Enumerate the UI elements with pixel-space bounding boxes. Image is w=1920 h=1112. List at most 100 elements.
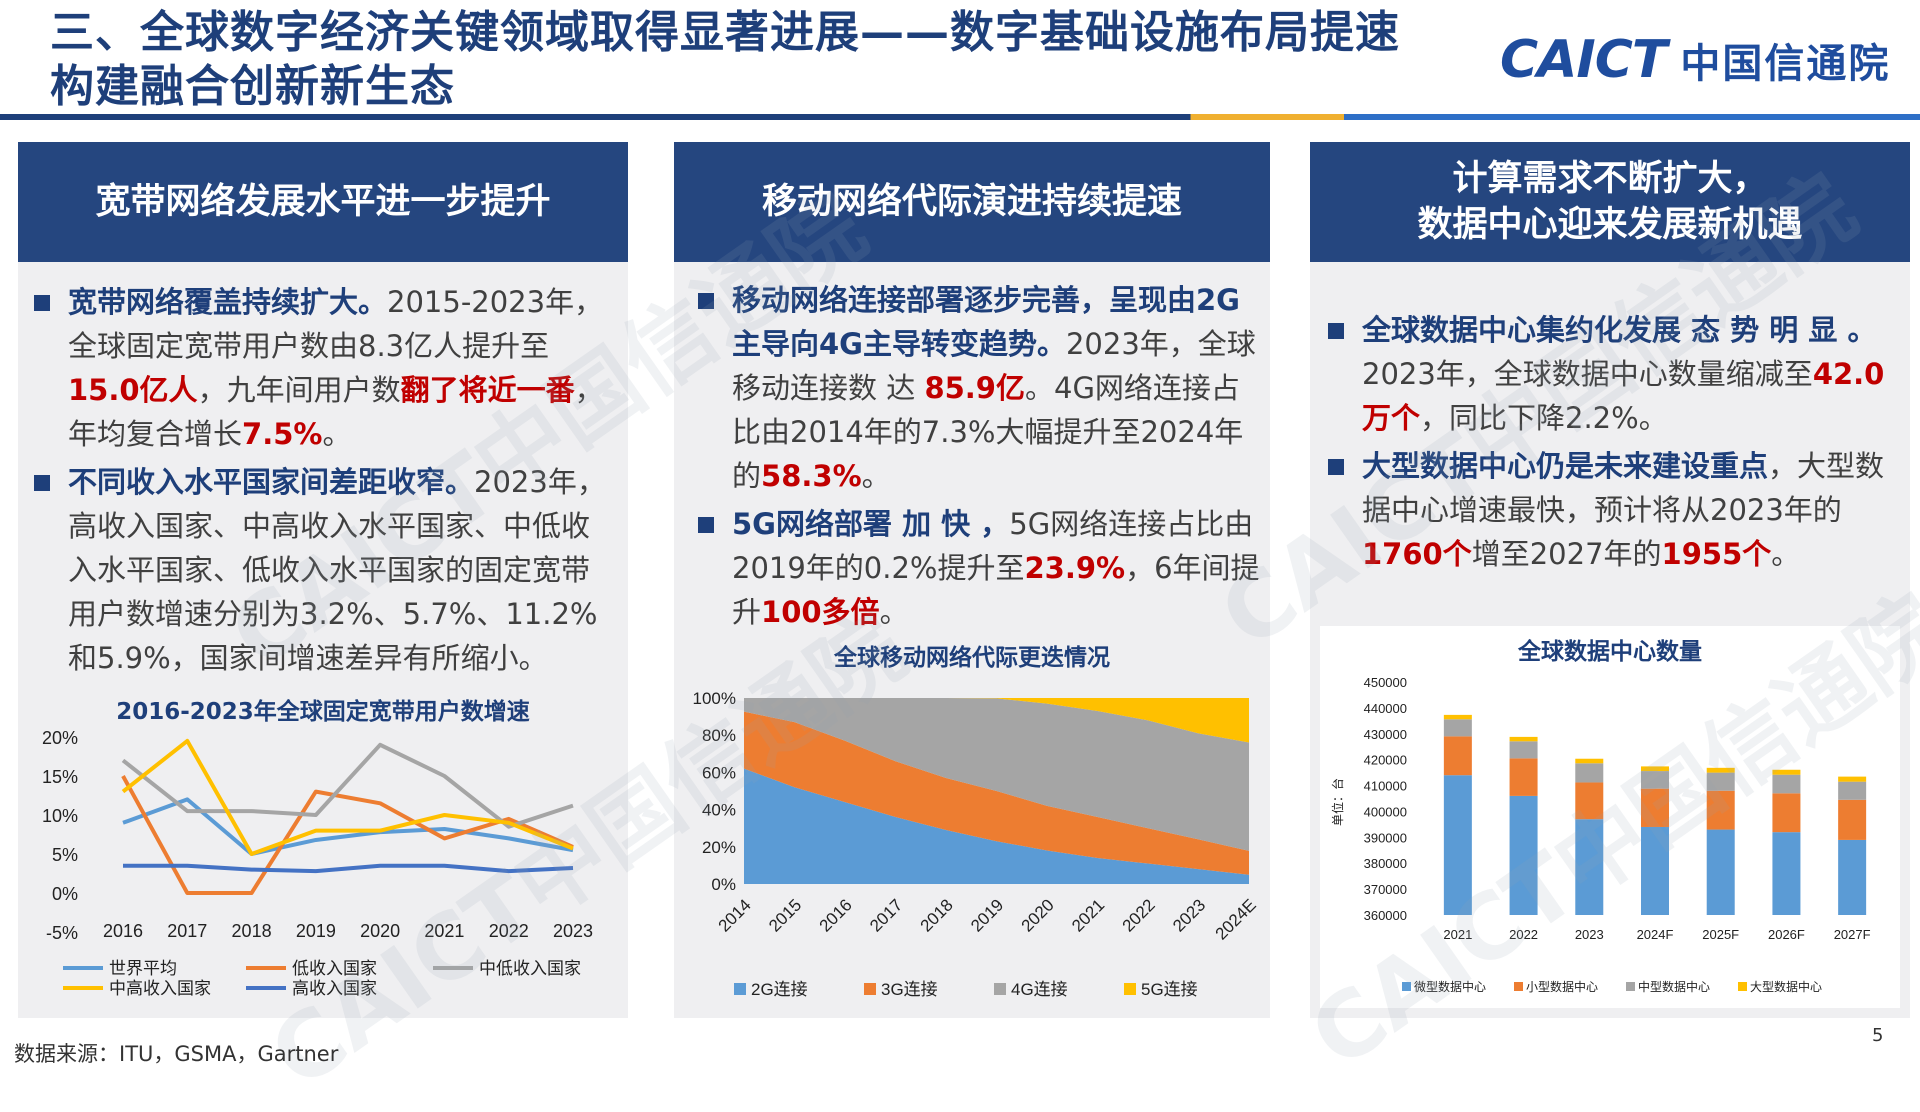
text-run: ，同比下降2.2%。	[1420, 401, 1668, 435]
page-title-line1: 三、全球数字经济关键领域取得显著进展——数字基础设施布局提速	[50, 7, 1400, 58]
bar-segment	[1641, 826, 1669, 915]
text-run: 。	[861, 459, 891, 493]
highlight-value: 1760个	[1362, 537, 1472, 571]
logo-en: CAICT	[1500, 30, 1667, 90]
legend-swatch	[864, 983, 876, 995]
area-series	[744, 698, 1249, 851]
legend-label: 5G连接	[1141, 980, 1198, 999]
bar-segment	[1509, 795, 1538, 915]
x-tick-label: 2016	[816, 895, 856, 935]
bar-segment	[1838, 776, 1867, 782]
panel-broadband-heading: 宽带网络发展水平进一步提升	[18, 142, 628, 262]
text-run: 增至2027年的	[1471, 537, 1662, 571]
x-tick-label: 2014	[715, 895, 755, 935]
legend-label: 中高收入国家	[109, 979, 211, 998]
y-tick-label: 370000	[1364, 882, 1407, 897]
bar-segment	[1772, 793, 1801, 833]
legend-label: 大型数据中心	[1750, 979, 1822, 994]
y-tick-label: 410000	[1364, 779, 1407, 794]
x-tick-label: 2018	[917, 895, 957, 935]
legend-swatch	[1514, 982, 1523, 991]
panel-datacenter: 计算需求不断扩大， 数据中心迎来发展新机遇 全球数据中心集约化发展 态 势 明 …	[1310, 142, 1910, 1018]
legend-label: 中低收入国家	[479, 959, 581, 978]
y-tick-label: 380000	[1364, 856, 1407, 871]
bullet-square-icon	[698, 517, 714, 533]
page-number: 5	[1872, 1025, 1884, 1046]
text-run: 。	[1771, 537, 1801, 571]
panel-mobile-heading: 移动网络代际演进持续提速	[674, 142, 1270, 262]
area-series	[744, 768, 1249, 884]
y-tick-label: 440000	[1364, 701, 1407, 716]
text-run: 2015-2023年，全球固定宽带用户数由8.3亿人提升至	[68, 285, 604, 363]
text-run: 。	[322, 417, 352, 451]
y-tick-label: 10%	[42, 806, 78, 826]
legend-swatch	[1402, 982, 1411, 991]
legend-swatch	[994, 983, 1006, 995]
legend-label: 中型数据中心	[1638, 979, 1710, 994]
chart3-title: 全球数据中心数量	[1518, 639, 1702, 665]
panel-broadband: 宽带网络发展水平进一步提升 宽带网络覆盖持续扩大。2015-2023年，全球固定…	[18, 142, 628, 1018]
bar-segment	[1772, 769, 1801, 775]
highlight-value: 42.0万个	[1362, 357, 1885, 435]
text-run: 2023年，全球数据中心数量缩减至	[1362, 357, 1813, 391]
mobile-generation-area-chart: 0%20%40%60%80%100%2014 2015 2016 2017 2018 20…	[693, 689, 1260, 999]
y-tick-label: 0%	[711, 875, 736, 894]
legend-label: 世界平均	[109, 959, 177, 978]
y-tick-label: 80%	[702, 726, 736, 745]
y-tick-label: 360000	[1364, 908, 1407, 923]
bar-segment	[1706, 772, 1735, 791]
x-tick-label: 2023	[1575, 927, 1604, 942]
x-tick-label: 2020	[360, 921, 400, 941]
mobile-para-1: 移动网络连接部署逐步完善，呈现由2G主导向4G主导转变趋势。2023年，全球移动…	[694, 278, 1260, 498]
legend-label: 微型数据中心	[1414, 979, 1486, 994]
y-tick-label: 60%	[702, 763, 736, 782]
bold-lead: 全球数据中心集约化发展 态 势 明 显 。	[1362, 313, 1877, 347]
x-tick-label: 2021	[1068, 895, 1108, 935]
x-tick-label: 2019	[967, 895, 1007, 935]
highlight-value: 15.0亿人	[68, 373, 198, 407]
panel-broadband-text: 宽带网络覆盖持续扩大。2015-2023年，全球固定宽带用户数由8.3亿人提升至…	[30, 280, 615, 684]
text-run: ，年均复合增长	[68, 373, 604, 451]
y-tick-label: 0%	[52, 884, 78, 904]
page-title-line2: 构建融合创新新生态	[50, 61, 455, 112]
bar-segment	[1772, 832, 1801, 915]
y-tick-label: 400000	[1364, 804, 1407, 819]
highlight-value: 翻了将近一番	[400, 373, 575, 407]
text-run: 2023年，高收入国家、中高收入水平国家、中低收入水平国家、低收入水平国家的固定…	[68, 465, 606, 675]
mobile-para-2: 5G网络部署 加 快 ，5G网络连接占比由2019年的0.2%提升至23.9%，…	[694, 502, 1260, 634]
x-tick-label: 2016	[103, 921, 143, 941]
bar-segment	[1443, 775, 1472, 915]
bold-lead: 不同收入水平国家间差距收窄。	[68, 465, 475, 499]
highlight-value: 85.9亿	[924, 371, 1025, 405]
bar-segment	[1509, 736, 1538, 742]
y-tick-label: 5%	[52, 845, 78, 865]
bar-segment	[1838, 781, 1867, 800]
bar-segment	[1772, 774, 1801, 794]
page-title: 三、全球数字经济关键领域取得显著进展——数字基础设施布局提速 构建融合创新新生态	[50, 6, 1490, 114]
bullet-square-icon	[34, 295, 50, 311]
bold-lead: 宽带网络覆盖持续扩大。	[68, 285, 388, 319]
bar-segment	[1838, 839, 1867, 915]
text-run: 。4G网络连接占比由2014年的7.3%大幅提升至2024年的	[732, 371, 1244, 493]
text-run: 2023年，全球移动连接数 达	[732, 327, 1256, 405]
bar-segment	[1443, 714, 1472, 720]
text-run: ，大型数据中心增速最快，预计将从2023年的	[1362, 449, 1885, 527]
x-tick-label: 2023	[553, 921, 593, 941]
chart3-frame	[1320, 626, 1900, 1008]
x-tick-label: 2021	[1443, 927, 1472, 942]
highlight-value: 100多倍	[761, 595, 880, 629]
legend-label: 小型数据中心	[1526, 979, 1598, 994]
legend-label: 3G连接	[881, 980, 938, 999]
x-tick-label: 2017	[167, 921, 207, 941]
highlight-value: 1955个	[1661, 537, 1772, 571]
x-tick-label: 2018	[232, 921, 272, 941]
x-tick-label: 2020	[1018, 895, 1058, 935]
bullet-square-icon	[1328, 459, 1344, 475]
y-tick-label: 40%	[702, 801, 736, 820]
bullet-square-icon	[34, 475, 50, 491]
series-line	[121, 742, 574, 829]
y-tick-label: 100%	[693, 689, 736, 708]
bar-segment	[1575, 819, 1604, 915]
data-source: 数据来源：ITU，GSMA，Gartner	[14, 1042, 339, 1066]
highlight-value: 7.5%	[242, 417, 323, 451]
